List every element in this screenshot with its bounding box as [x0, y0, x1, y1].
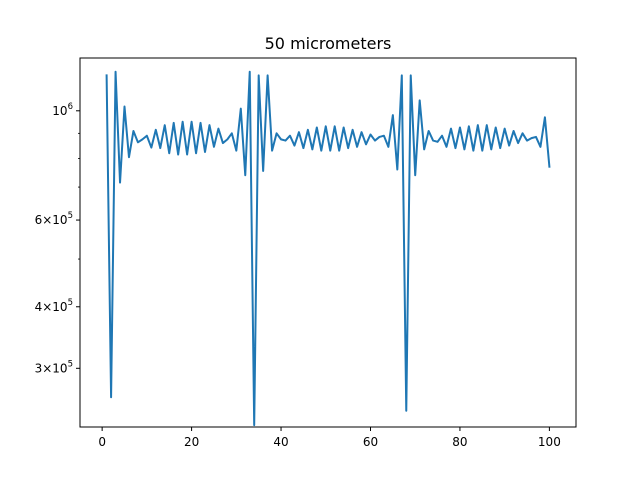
- axes: 0 20 40 60 80 100 3×105 4×105 6×105 106: [35, 102, 561, 449]
- chart-title: 50 micrometers: [265, 34, 392, 53]
- y-tick-label: 3×105: [35, 359, 73, 375]
- x-tick-label: 0: [98, 435, 106, 449]
- x-tick-label: 80: [452, 435, 467, 449]
- x-tick-label: 20: [184, 435, 199, 449]
- series-line-0: [105, 70, 551, 427]
- x-tick-label: 60: [363, 435, 378, 449]
- x-tick-label: 100: [538, 435, 561, 449]
- x-tick-label: 40: [273, 435, 288, 449]
- plot-area: [105, 70, 551, 427]
- y-tick-label: 106: [52, 102, 73, 118]
- plot-frame: [79, 57, 577, 428]
- y-tick-label: 4×105: [35, 298, 73, 314]
- y-tick-label: 6×105: [35, 211, 73, 227]
